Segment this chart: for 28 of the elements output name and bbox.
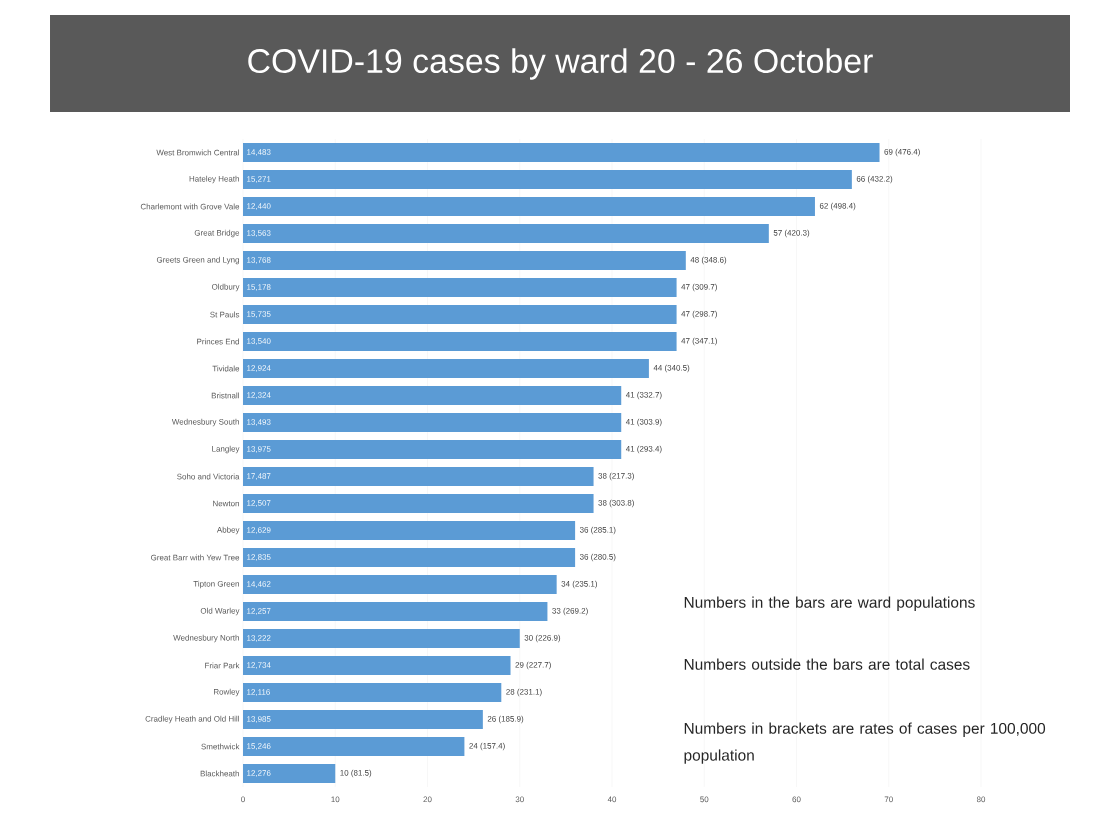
bar — [243, 223, 769, 243]
bar — [243, 196, 815, 216]
bar — [243, 412, 622, 432]
bar — [243, 601, 548, 621]
bar — [243, 331, 677, 351]
bar — [243, 304, 677, 324]
bar — [243, 737, 465, 756]
bar — [243, 655, 511, 675]
bar — [243, 763, 336, 783]
bar — [243, 169, 852, 189]
bar — [243, 709, 483, 729]
bar — [243, 439, 622, 459]
bar — [243, 493, 594, 513]
bar — [243, 466, 594, 486]
bar — [243, 574, 557, 594]
bar — [243, 385, 622, 405]
annotation: Numbers in the bars are ward populations — [684, 596, 975, 611]
bar — [243, 142, 880, 162]
annotation: Numbers in brackets are rates of cases per 100,000 population — [684, 722, 1046, 764]
bar — [243, 358, 649, 378]
bar — [243, 277, 677, 297]
bar — [243, 520, 576, 540]
chart-title: COVID-19 cases by ward 20 - 26 October — [248, 48, 873, 80]
bar — [243, 250, 686, 270]
bar — [243, 628, 520, 648]
bar — [243, 547, 576, 567]
annotation: Numbers outside the bars are total cases — [684, 658, 970, 670]
bar — [243, 682, 502, 702]
